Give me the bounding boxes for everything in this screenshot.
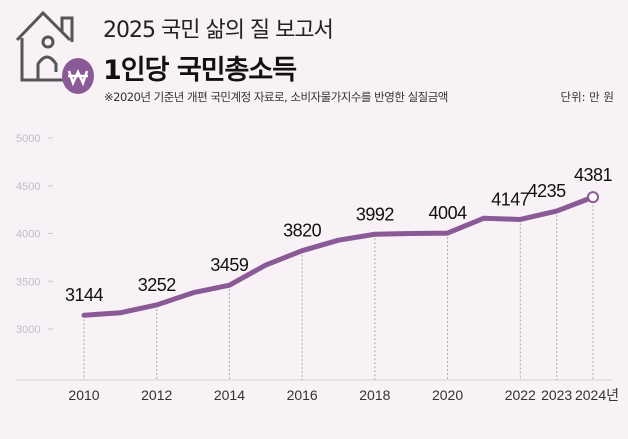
x-tick-label: 2020 <box>432 387 463 403</box>
x-tick-label: 2024년 <box>575 387 619 403</box>
data-label: 4235 <box>528 181 567 201</box>
y-tick-label: 3500 <box>16 276 40 288</box>
page-title: 1인당 국민총소득 <box>103 55 297 86</box>
data-label: 3459 <box>210 255 249 275</box>
x-tick-label: 2010 <box>68 387 99 403</box>
data-label: 3992 <box>356 204 395 224</box>
unit-label: 단위: 만 원 <box>560 90 614 104</box>
y-tick-label: 3000 <box>16 324 40 336</box>
y-tick-label: 5000 <box>16 133 40 145</box>
data-label: 3144 <box>65 285 104 305</box>
data-label: 4381 <box>574 165 613 185</box>
x-tick-label: 2014 <box>214 387 245 403</box>
footnote: ※2020년 기준년 개편 국민계정 자료로, 소비자물가지수를 반영한 실질금… <box>104 90 448 104</box>
data-line <box>81 194 596 318</box>
x-tick-label: 2022 <box>505 387 536 403</box>
house-icon <box>15 10 94 94</box>
y-tick-label: 4000 <box>16 229 40 241</box>
header: 2025 국민 삶의 질 보고서 1인당 국민총소득 ※2020년 기준년 개편… <box>0 0 628 110</box>
won-coin-icon <box>62 58 94 94</box>
data-label: 4147 <box>491 189 530 209</box>
data-label: 3252 <box>138 275 177 295</box>
data-label: 4004 <box>429 203 468 223</box>
x-tick-label: 2016 <box>287 387 318 403</box>
y-tick-label: 4500 <box>16 181 40 193</box>
end-point-marker <box>587 191 599 204</box>
supertitle: 2025 국민 삶의 질 보고서 <box>103 18 334 43</box>
x-tick-label: 2023 <box>541 387 572 403</box>
data-label: 3820 <box>283 221 322 241</box>
x-tick-label: 2012 <box>141 387 172 403</box>
x-tick-label: 2018 <box>359 387 390 403</box>
